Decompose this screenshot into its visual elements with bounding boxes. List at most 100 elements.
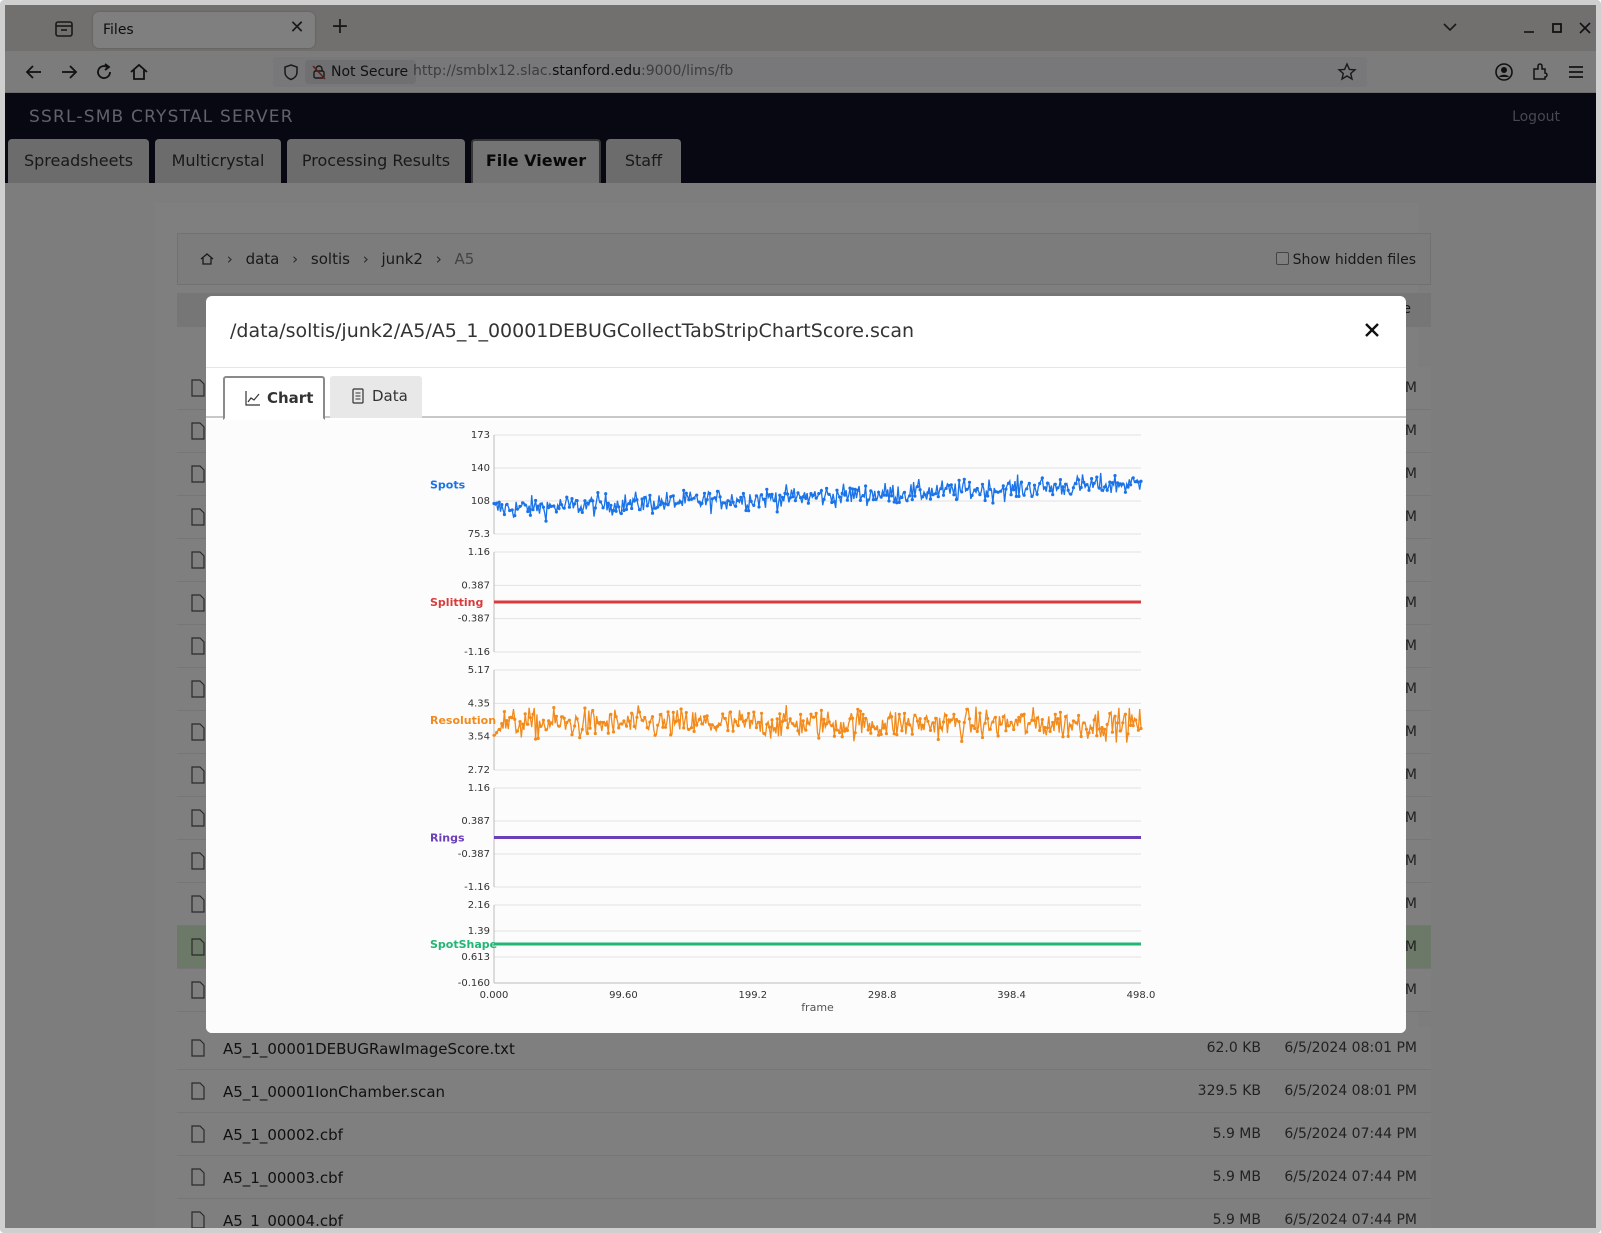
data-point	[674, 502, 678, 506]
data-point	[609, 503, 613, 507]
data-point	[791, 722, 795, 726]
data-point	[884, 732, 889, 736]
data-point	[895, 501, 899, 505]
data-point	[560, 503, 564, 507]
data-point	[741, 719, 746, 724]
data-point	[1051, 720, 1055, 725]
data-point	[835, 728, 839, 732]
data-point	[687, 498, 691, 502]
data-point	[710, 497, 714, 501]
data-point	[1077, 478, 1081, 482]
data-point	[588, 726, 592, 730]
data-point	[622, 508, 626, 513]
data-point	[980, 735, 985, 740]
data-point	[858, 498, 863, 502]
data-point	[1074, 721, 1078, 725]
y-tick-label: 3.54	[468, 732, 490, 743]
data-point	[643, 715, 647, 720]
data-point	[578, 736, 582, 740]
data-point	[775, 717, 779, 721]
data-point	[760, 711, 764, 715]
data-point	[536, 504, 540, 508]
data-point	[773, 727, 777, 731]
data-point	[830, 724, 834, 728]
data-point	[978, 711, 982, 715]
data-point	[508, 508, 512, 513]
data-point	[565, 721, 569, 725]
modal-header: /data/soltis/junk2/A5/A5_1_00001DEBUGCol…	[206, 296, 1406, 368]
data-point	[666, 710, 670, 714]
tab-data[interactable]: Data	[330, 376, 422, 418]
data-point	[871, 498, 876, 502]
data-point	[718, 723, 722, 727]
data-point	[902, 490, 907, 494]
data-point	[1069, 492, 1073, 496]
data-point	[926, 491, 930, 495]
data-point	[780, 495, 785, 499]
data-point	[682, 726, 686, 730]
tab-chart[interactable]: Chart	[223, 376, 325, 420]
data-point	[526, 509, 530, 514]
data-point	[518, 504, 522, 508]
data-point	[1110, 481, 1114, 485]
data-point	[669, 495, 673, 499]
data-point	[1035, 492, 1039, 496]
data-point	[726, 729, 730, 733]
data-point	[1025, 730, 1029, 734]
series-line	[493, 705, 1142, 743]
data-point	[856, 488, 860, 492]
data-point	[1103, 727, 1107, 731]
data-point	[965, 487, 969, 491]
data-point	[1053, 482, 1057, 486]
data-point	[552, 504, 556, 508]
data-point	[534, 737, 538, 741]
data-point	[697, 717, 701, 722]
data-point	[835, 488, 839, 492]
data-point	[799, 496, 803, 500]
data-point	[669, 733, 673, 737]
data-point	[736, 499, 740, 503]
data-point	[806, 501, 811, 505]
data-point	[567, 505, 571, 509]
y-tick-label: -0.387	[458, 614, 490, 625]
data-point	[926, 719, 930, 723]
data-point	[554, 510, 558, 514]
data-point	[1136, 480, 1140, 484]
data-point	[741, 491, 746, 496]
data-point	[1139, 479, 1143, 483]
data-point	[557, 506, 561, 510]
data-point	[1027, 721, 1031, 726]
data-point	[1017, 494, 1021, 498]
data-point	[975, 486, 979, 491]
data-point	[658, 503, 662, 507]
data-point	[973, 726, 977, 731]
data-point	[505, 719, 509, 723]
data-point	[692, 729, 696, 733]
close-icon[interactable]	[1362, 320, 1382, 340]
data-point	[1105, 722, 1109, 727]
series-markers	[492, 706, 1143, 743]
data-point	[617, 726, 621, 730]
data-point	[754, 726, 759, 730]
data-point	[1079, 485, 1083, 490]
data-point	[908, 723, 912, 727]
series-label: Resolution	[430, 714, 496, 727]
y-tick-label: -0.160	[458, 978, 490, 989]
modal-title: /data/soltis/junk2/A5/A5_1_00001DEBUGCol…	[230, 320, 915, 342]
data-point	[575, 499, 579, 503]
data-point	[770, 718, 774, 722]
data-point	[1056, 717, 1060, 721]
data-point	[700, 501, 704, 505]
data-point	[861, 712, 865, 716]
data-point	[1095, 475, 1099, 479]
data-point	[513, 717, 517, 721]
data-point	[1108, 711, 1112, 716]
data-point	[905, 499, 909, 503]
data-point	[627, 502, 631, 506]
x-tick-label: 398.4	[997, 990, 1026, 1001]
data-point	[632, 724, 636, 728]
data-point	[666, 503, 670, 507]
data-point	[611, 508, 616, 512]
data-point	[1014, 718, 1018, 722]
data-point	[918, 717, 922, 721]
